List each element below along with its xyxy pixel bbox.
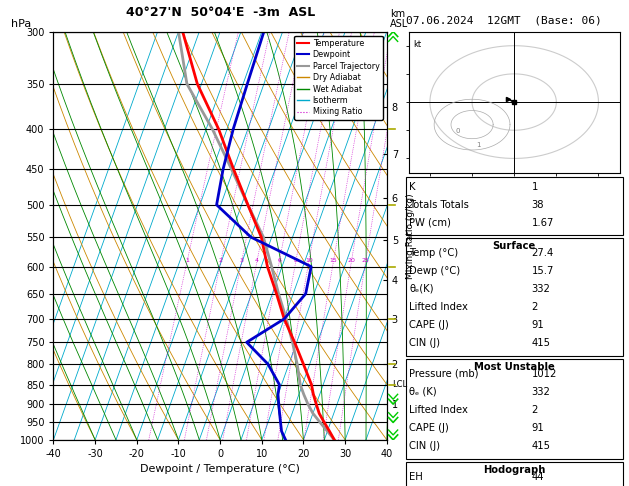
Text: 20: 20 [348, 259, 355, 263]
Text: 2: 2 [532, 405, 538, 415]
Text: 0: 0 [455, 128, 460, 134]
Text: 38: 38 [532, 200, 544, 209]
Text: 15.7: 15.7 [532, 266, 554, 276]
Text: 10: 10 [305, 259, 313, 263]
Text: 415: 415 [532, 338, 550, 347]
Text: Pressure (mb): Pressure (mb) [409, 369, 479, 379]
Text: 2: 2 [532, 302, 538, 312]
Text: 332: 332 [532, 387, 550, 397]
Text: 40°27'N  50°04'E  -3m  ASL: 40°27'N 50°04'E -3m ASL [126, 6, 314, 19]
Text: 1012: 1012 [532, 369, 557, 379]
Text: 2: 2 [219, 259, 223, 263]
Text: Dewp (°C): Dewp (°C) [409, 266, 460, 276]
Text: 1: 1 [476, 142, 481, 148]
Text: PW (cm): PW (cm) [409, 218, 452, 227]
Text: θₑ(K): θₑ(K) [409, 284, 434, 294]
Text: 8: 8 [294, 259, 298, 263]
Legend: Temperature, Dewpoint, Parcel Trajectory, Dry Adiabat, Wet Adiabat, Isotherm, Mi: Temperature, Dewpoint, Parcel Trajectory… [294, 35, 383, 120]
Text: 332: 332 [532, 284, 550, 294]
X-axis label: Dewpoint / Temperature (°C): Dewpoint / Temperature (°C) [140, 465, 300, 474]
Text: 15: 15 [330, 259, 337, 263]
Text: Totals Totals: Totals Totals [409, 200, 469, 209]
Text: CIN (J): CIN (J) [409, 441, 440, 451]
Text: Surface: Surface [493, 241, 536, 251]
Text: Lifted Index: Lifted Index [409, 302, 469, 312]
Text: Hodograph: Hodograph [483, 465, 545, 475]
Text: 91: 91 [532, 423, 544, 433]
Text: 25: 25 [362, 259, 370, 263]
Text: CIN (J): CIN (J) [409, 338, 440, 347]
Text: kt: kt [413, 40, 421, 49]
Text: 4: 4 [255, 259, 259, 263]
Text: EH: EH [409, 472, 423, 482]
Text: CAPE (J): CAPE (J) [409, 423, 449, 433]
Text: Temp (°C): Temp (°C) [409, 248, 459, 258]
Text: LCL: LCL [392, 380, 407, 389]
Text: km
ASL: km ASL [390, 9, 408, 29]
Text: 415: 415 [532, 441, 550, 451]
Text: K: K [409, 182, 416, 191]
Text: 1: 1 [532, 182, 538, 191]
Text: 07.06.2024  12GMT  (Base: 06): 07.06.2024 12GMT (Base: 06) [406, 16, 601, 26]
Text: 1: 1 [186, 259, 189, 263]
Text: 6: 6 [277, 259, 281, 263]
Text: 1.67: 1.67 [532, 218, 554, 227]
Text: θₑ (K): θₑ (K) [409, 387, 437, 397]
Text: 91: 91 [532, 320, 544, 330]
Text: 27.4: 27.4 [532, 248, 554, 258]
Text: 44: 44 [532, 472, 544, 482]
Text: hPa: hPa [11, 19, 31, 29]
Text: 3: 3 [240, 259, 243, 263]
Text: Mixing Ratio (g/kg): Mixing Ratio (g/kg) [406, 193, 415, 278]
Text: Most Unstable: Most Unstable [474, 362, 555, 372]
Text: Lifted Index: Lifted Index [409, 405, 469, 415]
Text: CAPE (J): CAPE (J) [409, 320, 449, 330]
